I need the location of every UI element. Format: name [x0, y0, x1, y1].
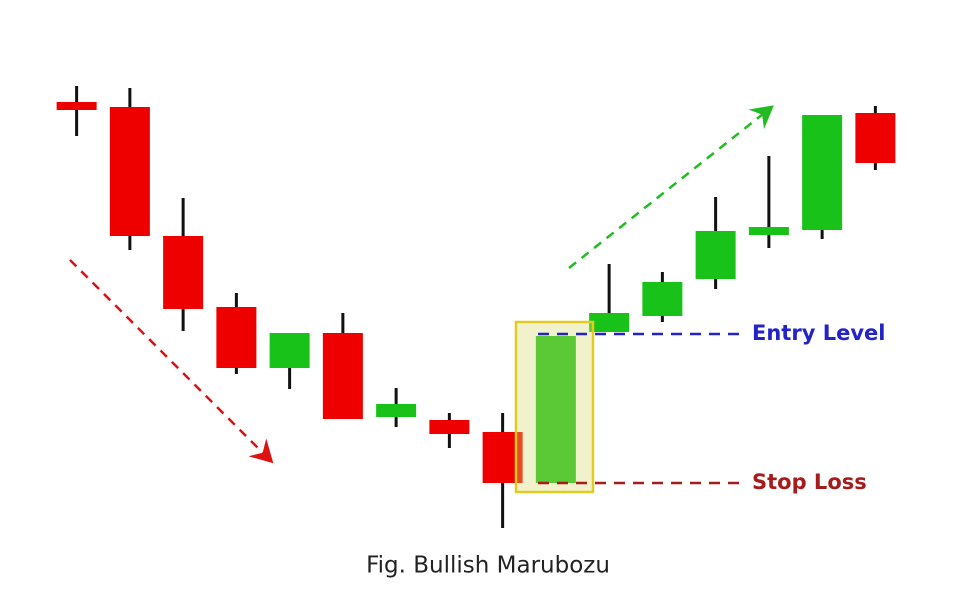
candle-body — [269, 333, 310, 368]
candle-body — [642, 282, 683, 316]
levels: Entry Level Stop Loss — [538, 321, 885, 494]
candles — [56, 86, 896, 528]
marubozu-highlight — [514, 320, 595, 494]
candle-body — [855, 113, 896, 163]
candle-body — [535, 336, 576, 483]
candle-body — [216, 307, 257, 368]
trend-arrow-up — [568, 105, 774, 269]
candle-body — [589, 313, 630, 332]
level-label: Entry Level — [752, 321, 885, 345]
candle-body — [748, 227, 789, 235]
candle-body — [322, 333, 363, 419]
caption: Fig. Bullish Marubozu — [366, 553, 610, 579]
candle-body — [109, 107, 150, 236]
candle-body — [695, 231, 736, 279]
candle-body — [163, 236, 204, 309]
level-label: Stop Loss — [752, 470, 867, 494]
candle-body — [56, 102, 97, 110]
candle-body — [802, 115, 843, 230]
candle-body — [429, 420, 470, 434]
candle-body — [376, 404, 417, 417]
